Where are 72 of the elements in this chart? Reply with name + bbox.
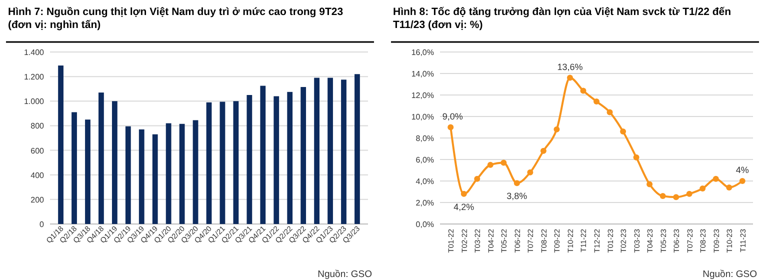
bar xyxy=(58,66,64,224)
y-tick-label: 1.400 xyxy=(24,48,45,57)
y-tick-label: 600 xyxy=(30,146,45,156)
y-tick-label: 200 xyxy=(30,195,45,204)
y-tick-label: 2,0% xyxy=(416,198,434,208)
y-tick-label: 12,0% xyxy=(411,91,434,100)
bar xyxy=(314,78,320,224)
bar xyxy=(220,102,226,224)
point xyxy=(660,193,666,200)
bar xyxy=(72,112,77,224)
bar xyxy=(233,101,239,224)
y-tick-label: 16,0% xyxy=(411,48,434,57)
y-tick-label: 800 xyxy=(30,122,45,131)
text: Nguồn: GSO xyxy=(318,269,372,280)
bar xyxy=(179,124,185,224)
point xyxy=(646,181,653,188)
bar xyxy=(206,102,212,224)
bar xyxy=(152,134,158,224)
bar xyxy=(98,92,104,224)
point xyxy=(527,169,534,176)
bar xyxy=(125,126,131,224)
point xyxy=(540,148,546,154)
annotation: 3,8% xyxy=(506,191,528,202)
point xyxy=(487,162,494,168)
chart-title: Hình 7: Nguồn cung thịt lợn Việt Nam duy trì ở mức cao trong 9T23 (đơn vị: nghìn tấn) xyxy=(8,6,344,31)
chart-title: Hình 8: Tốc độ tăng trưởng đàn lợn của Việt Nam svck từ T1/22 đến T11/23 (đơn vị: %) xyxy=(393,6,731,31)
text: Nguồn: GSO xyxy=(702,269,757,280)
y-tick-label: 14,0% xyxy=(411,70,434,78)
y-tick-label: 6,0% xyxy=(416,156,434,164)
annotation: 9,0% xyxy=(442,111,463,122)
point xyxy=(700,186,706,192)
bar xyxy=(287,92,293,224)
bar xyxy=(341,80,346,224)
bar xyxy=(85,120,90,224)
point xyxy=(514,180,520,186)
point xyxy=(606,109,613,116)
y-tick-label: 4,0% xyxy=(416,177,434,186)
y-tick-label: 1.200 xyxy=(24,72,45,82)
point xyxy=(448,124,454,130)
point xyxy=(620,128,626,135)
point xyxy=(460,190,467,197)
bar xyxy=(328,78,333,224)
y-tick-label: 400 xyxy=(30,170,45,180)
point xyxy=(554,126,560,132)
point xyxy=(739,178,746,184)
point xyxy=(686,190,692,197)
point xyxy=(500,160,507,166)
point xyxy=(474,176,480,182)
annotation: 13,6% xyxy=(557,62,583,72)
point xyxy=(633,154,640,160)
point xyxy=(712,176,719,182)
y-tick-label: 10,0% xyxy=(411,112,434,122)
bar xyxy=(260,86,266,224)
point xyxy=(566,74,573,81)
bar xyxy=(246,95,252,224)
bar xyxy=(192,120,198,224)
annotation: 4% xyxy=(736,165,749,175)
annotation: 4,2% xyxy=(454,202,474,212)
bar xyxy=(300,87,306,224)
bar xyxy=(354,74,360,224)
bar xyxy=(138,129,144,224)
y-tick-label: 8,0% xyxy=(416,134,434,143)
point xyxy=(580,88,586,94)
bar xyxy=(112,101,118,224)
point xyxy=(726,184,732,190)
point xyxy=(673,194,680,200)
bar xyxy=(166,123,172,224)
y-tick-label: 1.000 xyxy=(24,97,45,106)
point xyxy=(594,98,600,104)
bar xyxy=(274,96,280,224)
y-tick-label: 0,0% xyxy=(416,220,434,229)
y-tick-label: 0 xyxy=(40,220,45,229)
